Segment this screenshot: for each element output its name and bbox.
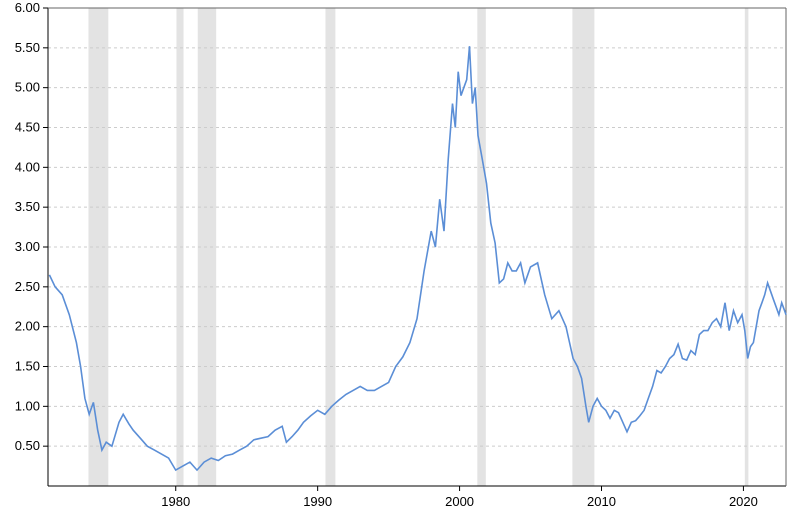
y-tick-label: 5.50 xyxy=(15,40,40,55)
x-tick-label: 1980 xyxy=(161,494,190,509)
y-tick-label: 0.50 xyxy=(15,438,40,453)
x-tick-label: 2010 xyxy=(587,494,616,509)
x-tick-label: 2000 xyxy=(445,494,474,509)
y-tick-label: 3.00 xyxy=(15,239,40,254)
y-tick-label: 1.00 xyxy=(15,398,40,413)
y-tick-label: 4.50 xyxy=(15,120,40,135)
line-chart: 0.50 1.00 1.50 2.00 2.50 3.00 3.50 4.00 4.50 5.00… xyxy=(0,0,791,516)
y-tick-label: 1.50 xyxy=(15,359,40,374)
y-tick-label: 2.00 xyxy=(15,319,40,334)
y-tick-label: 4.00 xyxy=(15,159,40,174)
y-tick-label: 3.50 xyxy=(15,199,40,214)
y-tick-label: 6.00 xyxy=(15,0,40,15)
chart-svg: 0.50 1.00 1.50 2.00 2.50 3.00 3.50 4.00 4.50 5.00… xyxy=(0,0,791,516)
y-tick-label: 5.00 xyxy=(15,80,40,95)
x-tick-label: 1990 xyxy=(303,494,332,509)
x-tick-label: 2020 xyxy=(729,494,758,509)
y-tick-label: 2.50 xyxy=(15,279,40,294)
